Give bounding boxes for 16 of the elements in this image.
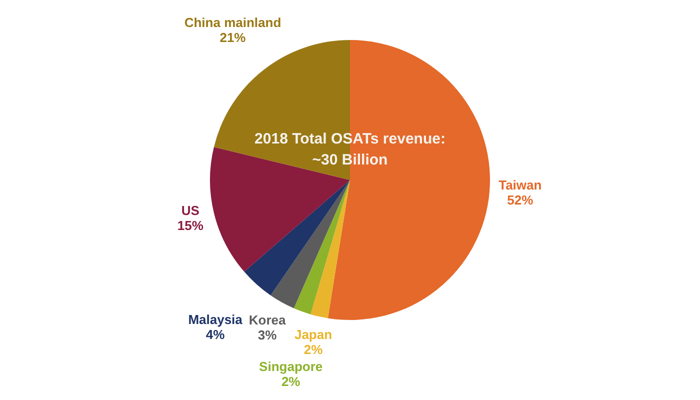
- slice-label: US: [181, 202, 200, 218]
- slice-label: Malaysia: [188, 312, 244, 328]
- slice-label: Japan: [294, 326, 332, 342]
- text: 2018 Total OSATs revenue:: [254, 130, 446, 148]
- data-label: 52%: [507, 192, 534, 208]
- data-label: 2%: [281, 374, 301, 389]
- slice-label: Singapore: [259, 358, 323, 374]
- text: ~30 Billion: [312, 152, 388, 169]
- slice-label: China mainland: [184, 14, 282, 30]
- data-label: 15%: [177, 218, 204, 233]
- data-label: 2%: [304, 342, 324, 357]
- data-label: 21%: [220, 30, 246, 45]
- slice-label: Korea: [248, 312, 287, 328]
- data-label: 4%: [206, 327, 226, 342]
- data-label: 3%: [258, 328, 278, 343]
- slice-label: Taiwan: [498, 178, 542, 193]
